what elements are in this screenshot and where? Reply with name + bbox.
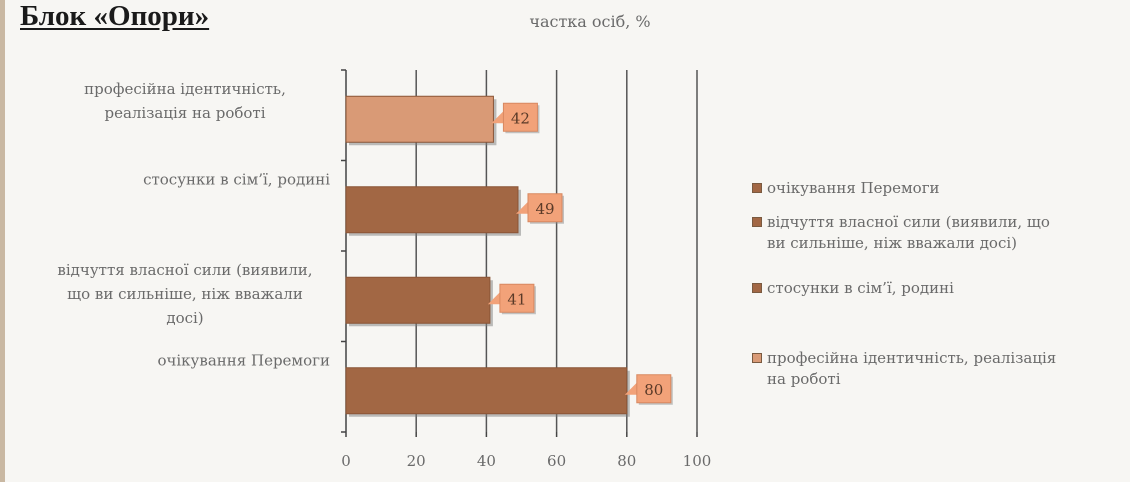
legend-item: стосунки в сім’ї, родині: [752, 278, 954, 299]
category-label: професійна ідентичність,: [84, 80, 286, 98]
data-label-41: 41: [507, 290, 526, 308]
data-label-box: [636, 374, 672, 404]
data-label-pointer: [515, 201, 528, 214]
legend-swatch: [752, 217, 762, 227]
legend-label: відчуття власної сили (виявили, що ви сил…: [767, 213, 1050, 252]
legend-label: очікування Перемоги: [767, 179, 940, 197]
x-tick-label-60: 60: [547, 452, 566, 470]
category-label: що ви сильніше, ніж вважали: [67, 285, 303, 303]
category-label: відчуття власної сили (виявили,: [57, 261, 312, 279]
data-label-49: 49: [535, 200, 554, 218]
legend-swatch: [752, 183, 762, 193]
x-tick-label-80: 80: [617, 452, 636, 470]
category-label: досі): [166, 309, 203, 327]
left-decorative-strip: [0, 0, 5, 482]
block-title: Блок «Опори»: [20, 0, 210, 32]
legend-swatch: [752, 353, 762, 363]
data-label-80: 80: [644, 381, 663, 399]
x-tick-label-40: 40: [477, 452, 496, 470]
legend-item: професійна ідентичність, реалізація на ро…: [752, 348, 1056, 390]
chart-title: частка осіб, %: [529, 12, 651, 31]
legend-item: очікування Перемоги: [752, 178, 940, 199]
data-label-box: [527, 193, 563, 223]
x-tick-label-100: 100: [683, 452, 712, 470]
data-label-box: [499, 283, 535, 313]
data-label-42: 42: [511, 109, 530, 127]
bar-3: [345, 186, 519, 234]
legend-swatch: [752, 283, 762, 293]
category-label: стосунки в сім’ї, родині: [143, 171, 330, 189]
category-label: очікування Перемоги: [157, 352, 330, 370]
bar-1: [345, 367, 628, 415]
legend-item: відчуття власної сили (виявили, що ви сил…: [752, 212, 1050, 254]
data-label-box: [502, 102, 538, 132]
x-tick-label-0: 0: [341, 452, 351, 470]
x-tick-label-20: 20: [407, 452, 426, 470]
data-label-pointer: [624, 382, 637, 395]
category-label: реалізація на роботі: [104, 104, 265, 122]
legend-label: стосунки в сім’ї, родині: [767, 279, 954, 297]
legend-label: професійна ідентичність, реалізація на ро…: [767, 349, 1057, 388]
data-label-pointer: [487, 292, 500, 305]
bar-2: [345, 276, 491, 324]
bar-4: [345, 95, 494, 143]
data-label-pointer: [491, 111, 504, 124]
